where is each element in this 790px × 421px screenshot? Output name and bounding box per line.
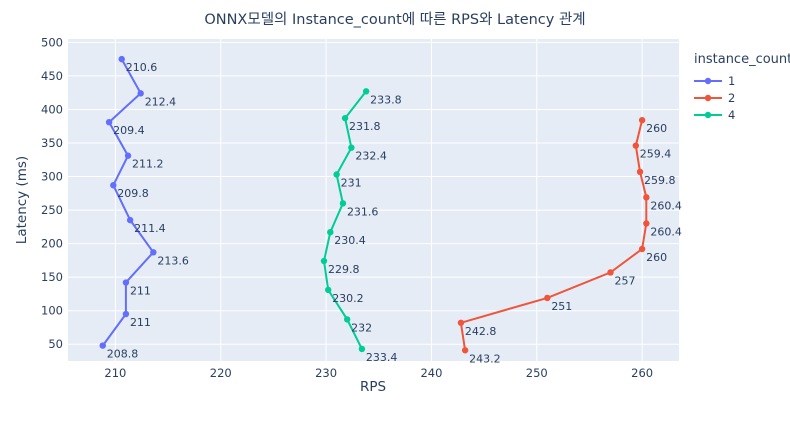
data-point: [126, 216, 134, 224]
data-label: 259.8: [644, 174, 676, 187]
series-layer: 208.8 211 211 213.6 211.4 209.8 211.2 209.4 212.…: [99, 55, 682, 365]
x-tick-label: 220: [210, 366, 232, 380]
data-label: 211: [130, 316, 151, 329]
data-label: 260.4: [650, 225, 682, 238]
data-point: [99, 342, 106, 349]
data-label: 209.8: [117, 187, 149, 200]
data-point: [110, 182, 117, 189]
x-tick-label: 230: [315, 366, 337, 380]
x-tick-label: 250: [526, 366, 548, 380]
data-point: [124, 152, 132, 159]
data-point: [643, 220, 650, 227]
data-label: 260: [646, 122, 667, 135]
data-point: [325, 286, 332, 294]
data-label: 230.4: [334, 234, 366, 247]
legend-marker-1: [704, 77, 712, 85]
data-point: [137, 90, 144, 97]
data-point: [461, 347, 469, 354]
legend-marker-2: [704, 94, 712, 102]
data-point: [348, 144, 355, 151]
x-tick-label: 210: [104, 366, 126, 380]
data-label: 211.4: [134, 222, 166, 235]
data-point: [122, 310, 130, 318]
data-label: 232: [351, 321, 372, 334]
series-4: 233.4 232 230.2 229.8 230.4 231.6 231 232.4 231.…: [320, 88, 402, 364]
data-point: [643, 194, 650, 201]
y-tick-label: 200: [41, 237, 63, 251]
plot-area: [68, 39, 679, 361]
data-point: [339, 200, 347, 207]
legend: instance_count 1 2 4: [694, 52, 790, 122]
x-tick-label: 240: [420, 366, 442, 380]
data-point: [118, 55, 125, 63]
data-point: [544, 294, 551, 302]
data-label: 251: [551, 300, 572, 313]
data-point: [122, 279, 130, 286]
data-label: 260.4: [650, 199, 682, 212]
y-tick-label: 50: [48, 337, 63, 351]
x-tick-label: 260: [631, 366, 653, 380]
data-label: 231: [341, 177, 362, 190]
y-tick-label: 150: [41, 270, 63, 284]
chart-title: ONNX모델의 Instance_count에 따른 RPS와 Latency …: [204, 11, 585, 28]
y-tick-label: 100: [41, 304, 63, 318]
grid-lines: [68, 39, 679, 361]
data-point: [333, 171, 340, 178]
series-line: [101, 58, 155, 347]
data-point: [105, 118, 113, 126]
legend-marker-4: [704, 111, 712, 119]
data-point: [638, 245, 646, 253]
data-label: 231.8: [349, 120, 381, 133]
data-label: 211.2: [132, 158, 164, 171]
data-label: 243.2: [469, 352, 501, 365]
legend-title: instance_count: [694, 52, 790, 67]
y-axis-title: Latency (ms): [14, 156, 30, 244]
data-point: [636, 168, 644, 176]
data-point: [607, 269, 614, 276]
series-line: [459, 119, 648, 351]
data-label: 212.4: [145, 95, 177, 108]
series-line: [322, 90, 367, 350]
data-label: 208.8: [107, 348, 139, 361]
data-label: 259.4: [640, 148, 672, 161]
data-label: 231.6: [347, 205, 379, 218]
y-tick-label: 450: [41, 69, 63, 83]
legend-label-2: 2: [728, 91, 735, 105]
data-point: [150, 249, 157, 256]
series-2: 243.2 242.8 251 257 260 260.4 260.4 259.8 259.4 2…: [457, 116, 682, 365]
data-label: 260: [646, 251, 667, 264]
data-point: [632, 142, 640, 149]
legend-label-1: 1: [728, 74, 735, 88]
data-label: 233.4: [366, 351, 398, 364]
data-point: [457, 319, 465, 326]
y-tick-label: 250: [41, 203, 63, 217]
data-label: 230.2: [332, 292, 364, 305]
data-label: 229.8: [328, 263, 360, 276]
data-point: [343, 316, 351, 323]
data-point: [341, 114, 349, 122]
series-1: 208.8 211 211 213.6 211.4 209.8 211.2 209.4 212.…: [99, 55, 189, 361]
data-label: 232.4: [355, 150, 387, 163]
data-label: 211: [130, 285, 151, 298]
data-point: [320, 257, 328, 265]
y-tick-label: 300: [41, 170, 63, 184]
data-label: 210.6: [126, 61, 158, 74]
y-axis-ticks: 50 100 150 200 250 300 350 400 450 500: [41, 35, 63, 351]
data-point: [327, 229, 334, 236]
x-axis-ticks: 210 220 230 240 250 260: [104, 366, 653, 380]
y-tick-label: 500: [41, 35, 63, 49]
data-label: 233.8: [370, 93, 402, 106]
data-point: [362, 88, 370, 95]
data-label: 213.6: [157, 254, 189, 267]
y-tick-label: 350: [41, 136, 63, 150]
y-tick-label: 400: [41, 102, 63, 116]
data-point: [358, 345, 366, 353]
data-label: 257: [615, 274, 636, 287]
data-label: 242.8: [465, 325, 497, 338]
data-label: 209.4: [113, 124, 144, 137]
legend-label-4: 4: [728, 108, 735, 122]
data-point: [638, 116, 646, 124]
x-axis-title: RPS: [360, 379, 386, 395]
